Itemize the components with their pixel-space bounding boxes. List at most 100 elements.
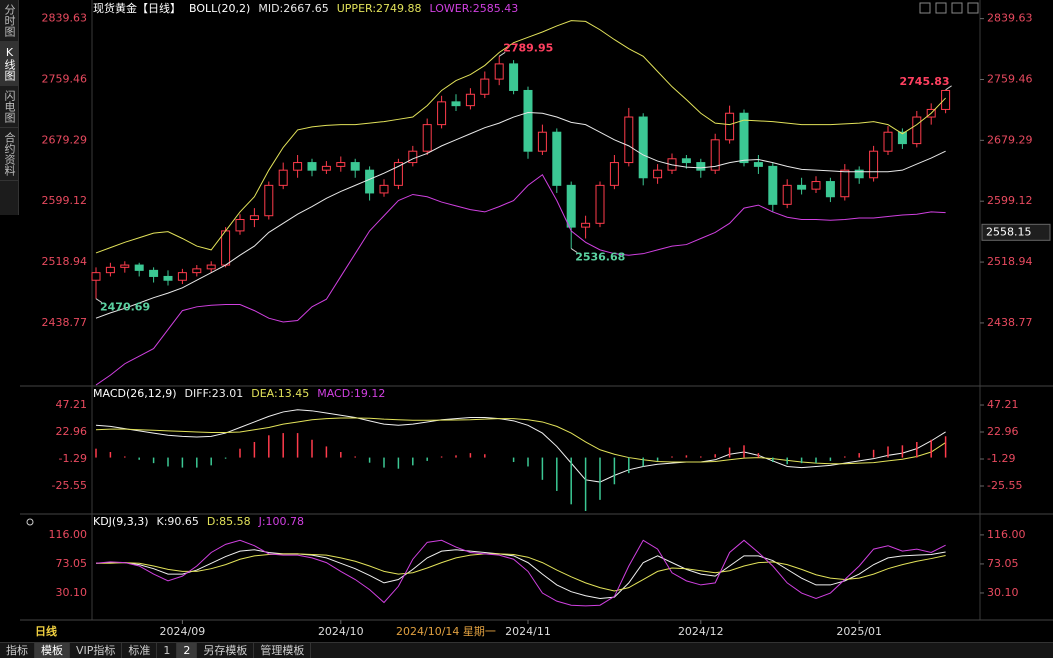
y-tick-label: 2759.46 [42,72,88,85]
candle-body [811,181,821,190]
y-tick-label: -1.29 [59,452,87,465]
legend-entry: K:90.65 [157,515,199,528]
toolbar-tab[interactable]: VIP指标 [70,643,123,658]
toolbar-tab[interactable]: 1 [157,643,178,658]
candle-body [869,150,879,179]
candle-body [307,162,317,171]
candle-body [105,266,115,274]
candle-body [609,162,619,186]
candle-body [912,116,922,145]
legend-entry: MACD:19.12 [317,387,385,400]
candle-body [696,162,706,171]
legend-entry: J:100.78 [258,515,304,528]
candle-body [465,93,475,107]
y-tick-label: 2438.77 [42,316,88,329]
candle-body [854,169,864,179]
candle-body [422,124,432,152]
panel-title: 现货黄金【日线】 [93,1,181,15]
indicator-line [95,173,946,386]
indicator-line [95,409,946,483]
legend-entry: DEA:13.45 [251,387,309,400]
legend-entry: D:85.58 [207,515,251,528]
sidebar-tab[interactable]: 分时图 [0,0,18,42]
indicator-name: BOLL(20,2) [189,2,250,15]
candle-body [206,264,216,270]
sidebar-tab[interactable]: 合约资料 [0,128,18,181]
y-tick-label-right: 2679.29 [987,133,1033,146]
sidebar-tab[interactable]: K线图 [0,42,18,86]
x-tick-label: 2025/01 [836,625,882,638]
candle-body [91,272,101,281]
candle-body [624,116,634,164]
candle-body [509,63,519,91]
cursor-value: 2558.15 [986,225,1032,238]
candle-body [710,139,720,171]
x-tick-label: 2024/12 [678,625,724,638]
sidebar-tab[interactable]: 闪电图 [0,86,18,128]
toolbar-tab[interactable]: 2 [177,643,198,658]
candle-body [768,165,778,205]
y-tick-label: 2839.63 [42,12,88,25]
indicator-line [95,20,946,254]
indicator-line [96,553,946,592]
candle-body [897,131,907,145]
indicator-line [95,549,946,599]
candle-body [753,162,763,167]
candle-body [221,230,231,266]
candle-body [883,131,893,152]
candle-body [192,268,202,274]
y-tick-label-right: 2759.46 [987,72,1033,85]
y-tick-label: 116.00 [49,528,88,541]
candle-body [653,169,663,179]
candle-body [494,63,504,80]
candle-body [350,162,360,171]
toolbar-tab[interactable]: 标准 [122,643,158,658]
chart: 日线 2024/10/14 星期一 现货黄金【日线】 BOLL(20,2) MID:… [20,0,1053,638]
settings-icon[interactable] [26,518,34,526]
candle-body [149,269,159,277]
annotation-leader [945,85,952,91]
y-tick-label-right: 47.21 [987,398,1019,411]
window-icons [919,2,979,14]
candle-body [537,131,547,152]
candle-body [235,219,245,232]
candle-body [523,89,533,152]
y-tick-label: 22.96 [56,425,88,438]
y-tick-label: -25.55 [52,479,87,492]
y-tick-label-right: 2518.94 [987,255,1033,268]
toolbar-tab[interactable]: 指标 [0,643,35,658]
candle-body [278,169,288,186]
y-tick-label-right: 2599.12 [987,194,1033,207]
y-tick-label-right: -25.55 [987,479,1022,492]
candle-body [566,184,576,228]
panel-title: KDJ(9,3,3) [93,515,149,528]
candle-body [638,116,648,179]
annotation-leader [498,51,506,57]
legend-entry: LOWER:2585.43 [430,2,519,15]
candle-body [365,169,375,194]
candle-body [249,215,259,221]
toolbar-tab[interactable]: 模板 [35,643,70,658]
candle-body [408,150,418,164]
candle-body [825,181,835,198]
toolbar: 指标 模板 VIP指标 标准 1 2 另存模板 管理模板 [0,642,1053,658]
candle-body [336,162,346,167]
price-annotation: 2470.69 [100,301,150,314]
candle-body [177,272,187,281]
candle-body [451,101,461,107]
candle-body [840,169,850,198]
candle-body [797,184,807,190]
y-tick-label: 2679.29 [42,133,88,146]
candle-body [437,101,447,126]
toolbar-tab[interactable]: 另存模板 [197,643,255,658]
candle-body [264,184,274,217]
toolbar-tab[interactable]: 管理模板 [254,643,312,658]
annotation-leader [95,298,103,304]
price-annotation: 2745.83 [899,75,949,88]
cursor-value-box [981,223,1051,241]
candle-body [681,158,691,164]
legend-entry: MID:2667.65 [258,2,328,15]
candle-body [739,112,749,164]
y-tick-label-right: 22.96 [987,425,1019,438]
